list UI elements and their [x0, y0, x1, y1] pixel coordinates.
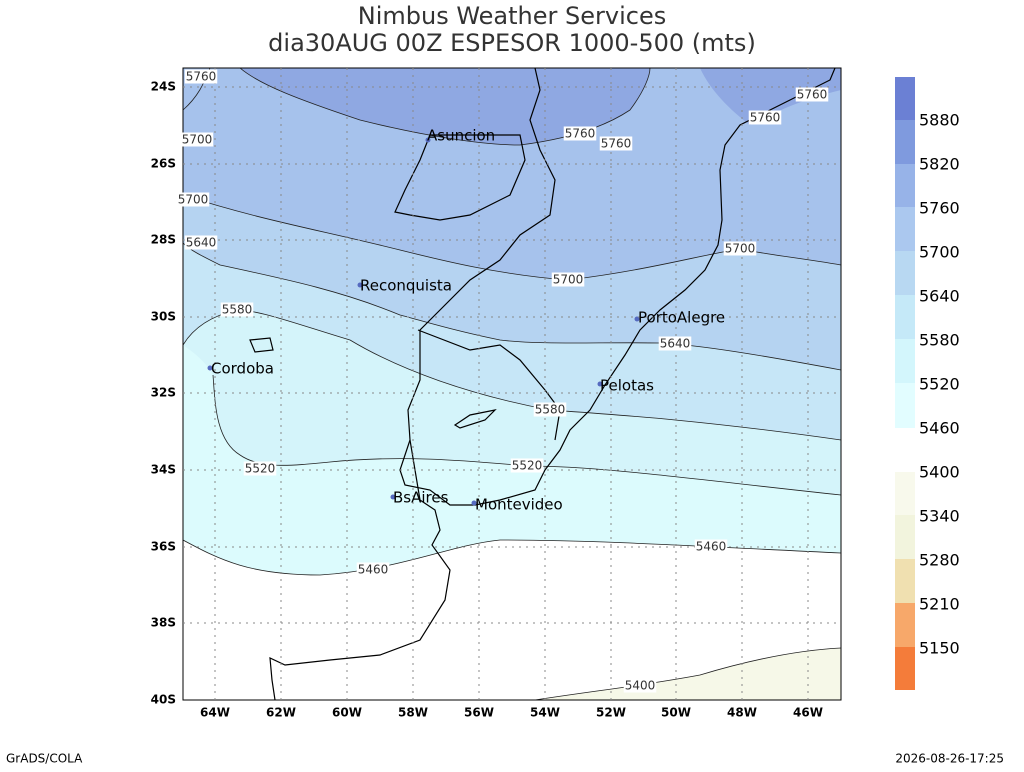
contour-label: 5520 — [512, 459, 543, 473]
colorbar-label: 5580 — [919, 331, 960, 350]
contour-label-bg — [563, 126, 597, 141]
contour-label: 5640 — [186, 236, 217, 250]
city-label: PortoAlegre — [638, 309, 725, 327]
colorbar-label: 5700 — [919, 243, 960, 262]
contour-label-bg — [184, 69, 218, 84]
lon-label: 52W — [596, 706, 626, 720]
contour-label: 5520 — [245, 462, 276, 476]
contour-label-bg — [220, 302, 254, 317]
contour-label-bg — [243, 461, 277, 476]
lon-label: 60W — [332, 706, 362, 720]
colorbar-label: 5760 — [919, 199, 960, 218]
contour-label: 5760 — [601, 137, 632, 151]
contour-label-bg — [658, 336, 692, 351]
lat-label: 30S — [151, 310, 176, 324]
contour-label: 5760 — [565, 127, 596, 141]
lat-label: 28S — [151, 233, 176, 247]
contour-label: 5700 — [182, 133, 213, 147]
contour-label-bg — [184, 235, 218, 250]
lon-label: 54W — [530, 706, 560, 720]
lon-label: 48W — [727, 706, 757, 720]
colorbar-label: 5640 — [919, 287, 960, 306]
lat-label: 34S — [151, 463, 176, 477]
title: Nimbus Weather Services — [358, 2, 666, 30]
contour-label: 5760 — [797, 88, 828, 102]
lon-label: 50W — [661, 706, 691, 720]
lat-label: 24S — [151, 80, 176, 94]
contour-label: 5460 — [696, 540, 727, 554]
lon-label: 58W — [398, 706, 428, 720]
contour-label: 5580 — [222, 303, 253, 317]
map-frame — [182, 67, 842, 701]
city-label: Pelotas — [600, 377, 654, 395]
colorbar-label: 5210 — [919, 595, 960, 614]
lon-label: 46W — [793, 706, 823, 720]
colorbar-label: 5880 — [919, 111, 960, 130]
contour-label-bg — [748, 110, 782, 125]
contour-label-bg — [356, 562, 390, 577]
lon-label: 64W — [200, 706, 230, 720]
lat-label: 40S — [151, 693, 176, 707]
contour-label-bg — [694, 539, 728, 554]
contour-label-bg — [510, 458, 544, 473]
contour-label: 5460 — [358, 563, 389, 577]
contour-label-bg — [723, 241, 757, 256]
colorbar-label: 5340 — [919, 507, 960, 526]
contour-label-bg — [795, 87, 829, 102]
colorbar-label: 5150 — [919, 639, 960, 658]
footer-right: 2026-08-26-17:25 — [895, 752, 1004, 766]
lat-label: 32S — [151, 386, 176, 400]
colorbar-label: 5400 — [919, 463, 960, 482]
city-label: Reconquista — [360, 277, 452, 295]
city-label: Asuncion — [427, 127, 495, 145]
lat-label: 38S — [151, 616, 176, 630]
contour-label: 5580 — [535, 403, 566, 417]
contour-label: 5760 — [750, 111, 781, 125]
footer-left: GrADS/COLA — [6, 752, 83, 766]
contour-label: 5700 — [178, 193, 209, 207]
colorbar-label: 5520 — [919, 375, 960, 394]
city-label: Cordoba — [211, 360, 274, 378]
contour-label-bg — [180, 132, 214, 147]
colorbar-label: 5460 — [919, 419, 960, 438]
colorbar — [895, 77, 915, 690]
city-label: Montevideo — [475, 496, 563, 514]
colorbar-label: 5820 — [919, 155, 960, 174]
colorbar-label: 5280 — [919, 551, 960, 570]
subtitle: dia30AUG 00Z ESPESOR 1000-500 (mts) — [268, 29, 756, 57]
city-label: BsAires — [393, 489, 449, 507]
lat-label: 36S — [151, 540, 176, 554]
contour-label-bg — [533, 402, 567, 417]
contour-label-bg — [623, 678, 657, 693]
contour-label: 5400 — [625, 679, 656, 693]
lat-label: 26S — [151, 157, 176, 171]
contour-label: 5700 — [553, 273, 584, 287]
contour-label-bg — [599, 136, 633, 151]
lon-label: 56W — [464, 706, 494, 720]
contour-label: 5640 — [660, 337, 691, 351]
contour-label: 5760 — [186, 70, 217, 84]
contour-label-bg — [176, 192, 210, 207]
contour-label: 5700 — [725, 242, 756, 256]
contour-label-bg — [551, 272, 585, 287]
lon-label: 62W — [266, 706, 296, 720]
city-markers — [207, 137, 640, 506]
